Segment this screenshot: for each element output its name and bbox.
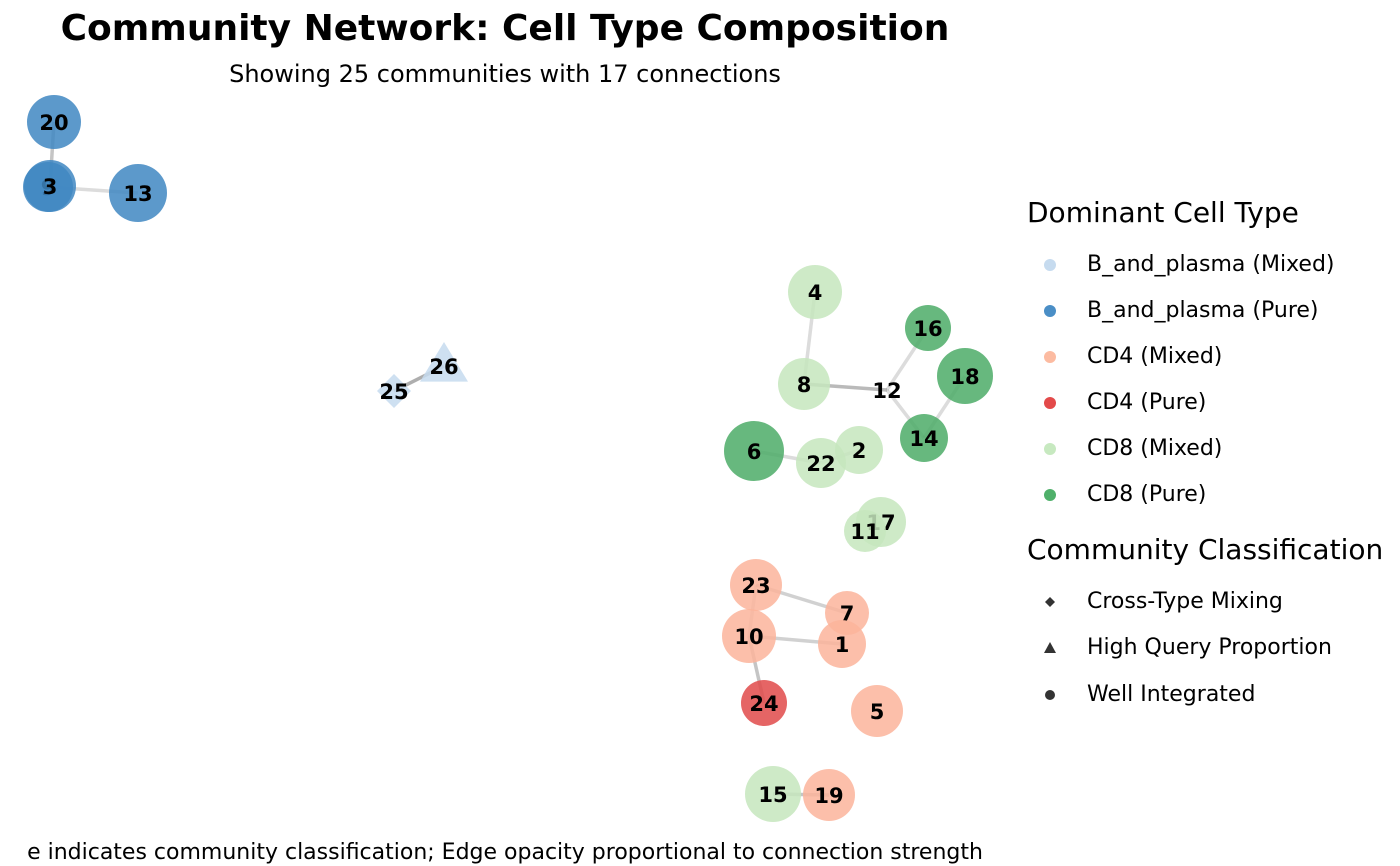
node-label-7: 7 — [840, 602, 855, 626]
node-label-24: 24 — [749, 692, 778, 716]
node-label-25: 25 — [379, 380, 408, 404]
node-label-18: 18 — [950, 365, 979, 389]
node-4: 4 — [788, 265, 842, 319]
node-shape-5 — [851, 685, 903, 737]
legend-item-cd4-pure: CD4 (Pure) — [1087, 390, 1207, 415]
node-20: 20 — [27, 95, 81, 149]
legend-item-b-mixed: B_and_plasma (Mixed) — [1087, 252, 1335, 277]
legend-item-b-pure: B_and_plasma (Pure) — [1087, 298, 1319, 323]
node-shape-8 — [778, 358, 830, 410]
chart-caption: e indicates community classification; Ed… — [27, 840, 983, 865]
legend-shape-title: Community Classification — [1027, 533, 1384, 566]
node-23: 23 — [730, 559, 782, 611]
node-label-19: 19 — [814, 784, 843, 808]
node-8: 8 — [778, 358, 830, 410]
node-label-22: 22 — [806, 452, 835, 476]
legend-item-well-integrated: Well Integrated — [1087, 682, 1256, 707]
node-shape-23 — [730, 559, 782, 611]
node-shape-20 — [27, 95, 81, 149]
node-15: 15 — [745, 766, 801, 822]
diamond-icon — [1045, 597, 1055, 607]
node-label-4: 4 — [808, 281, 823, 305]
legend-item-high-query: High Query Proportion — [1087, 635, 1332, 660]
node-label-26: 26 — [429, 355, 458, 379]
node-label-3: 3 — [43, 175, 58, 199]
node-12: 12 — [872, 379, 901, 403]
node-11: 11 — [844, 510, 886, 552]
node-shape-11 — [844, 510, 886, 552]
legend-key-cd4-pure — [1044, 397, 1056, 409]
circle-icon — [1045, 690, 1055, 700]
node-18: 18 — [937, 348, 993, 404]
node-shape-22 — [796, 438, 846, 488]
node-label-15: 15 — [758, 783, 787, 807]
node-13: 13 — [109, 164, 167, 222]
legend-key-cd8-mixed — [1044, 443, 1056, 455]
chart-title: Community Network: Cell Type Composition — [60, 8, 950, 49]
legend-key-b-pure — [1044, 305, 1056, 317]
node-shape-2 — [835, 426, 883, 474]
node-22: 22 — [796, 438, 846, 488]
legend-key-b-mixed — [1044, 259, 1056, 271]
node-label-16: 16 — [913, 317, 942, 341]
legend-item-cd8-mixed: CD8 (Mixed) — [1087, 436, 1223, 461]
node-label-23: 23 — [741, 574, 770, 598]
node-shape-3 — [24, 160, 76, 212]
nodes-layer: 2013932526481618146222171123710124515191… — [23, 95, 993, 822]
node-shape-10 — [722, 609, 776, 663]
node-16: 16 — [905, 305, 951, 351]
node-2: 2 — [835, 426, 883, 474]
node-shape-25 — [377, 374, 411, 408]
node-label-10: 10 — [734, 625, 763, 649]
node-shape-26 — [420, 342, 468, 382]
node-label-12: 12 — [872, 379, 901, 403]
node-shape-19 — [803, 769, 855, 821]
node-label-13: 13 — [123, 182, 152, 206]
node-label-11: 11 — [850, 520, 879, 544]
node-shape-16 — [905, 305, 951, 351]
node-label-14: 14 — [909, 427, 938, 451]
node-shape-14 — [900, 414, 948, 462]
node-label-5: 5 — [870, 700, 885, 724]
legend-item-cd4-mixed: CD4 (Mixed) — [1087, 344, 1223, 369]
legend-item-cross-type: Cross-Type Mixing — [1087, 589, 1283, 614]
node-label-8: 8 — [797, 373, 812, 397]
legend-key-cd4-mixed — [1044, 351, 1056, 363]
node-25: 25 — [377, 374, 411, 408]
node-shape-24 — [741, 680, 787, 726]
node-24: 24 — [741, 680, 787, 726]
node-14: 14 — [900, 414, 948, 462]
node-shape-18 — [937, 348, 993, 404]
legend-item-cd8-pure: CD8 (Pure) — [1087, 482, 1207, 507]
node-label-20: 20 — [39, 111, 68, 135]
node-shape-4 — [788, 265, 842, 319]
chart-subtitle: Showing 25 communities with 17 connectio… — [229, 60, 781, 88]
node-19: 19 — [803, 769, 855, 821]
node-5: 5 — [851, 685, 903, 737]
legend-color-title: Dominant Cell Type — [1027, 196, 1299, 229]
node-shape-6 — [724, 421, 784, 481]
node-10: 10 — [722, 609, 776, 663]
node-shape-1 — [818, 620, 866, 668]
node-label-1: 1 — [835, 633, 850, 657]
node-3: 3 — [24, 160, 76, 212]
node-label-6: 6 — [747, 440, 762, 464]
legend-key-cd8-pure — [1044, 489, 1056, 501]
node-26: 26 — [420, 342, 468, 382]
node-shape-15 — [745, 766, 801, 822]
node-6: 6 — [724, 421, 784, 481]
node-shape-13 — [109, 164, 167, 222]
triangle-icon — [1044, 642, 1056, 653]
node-1: 1 — [818, 620, 866, 668]
node-label-2: 2 — [852, 439, 867, 463]
network-plot: 2013932526481618146222171123710124515191… — [23, 95, 993, 822]
